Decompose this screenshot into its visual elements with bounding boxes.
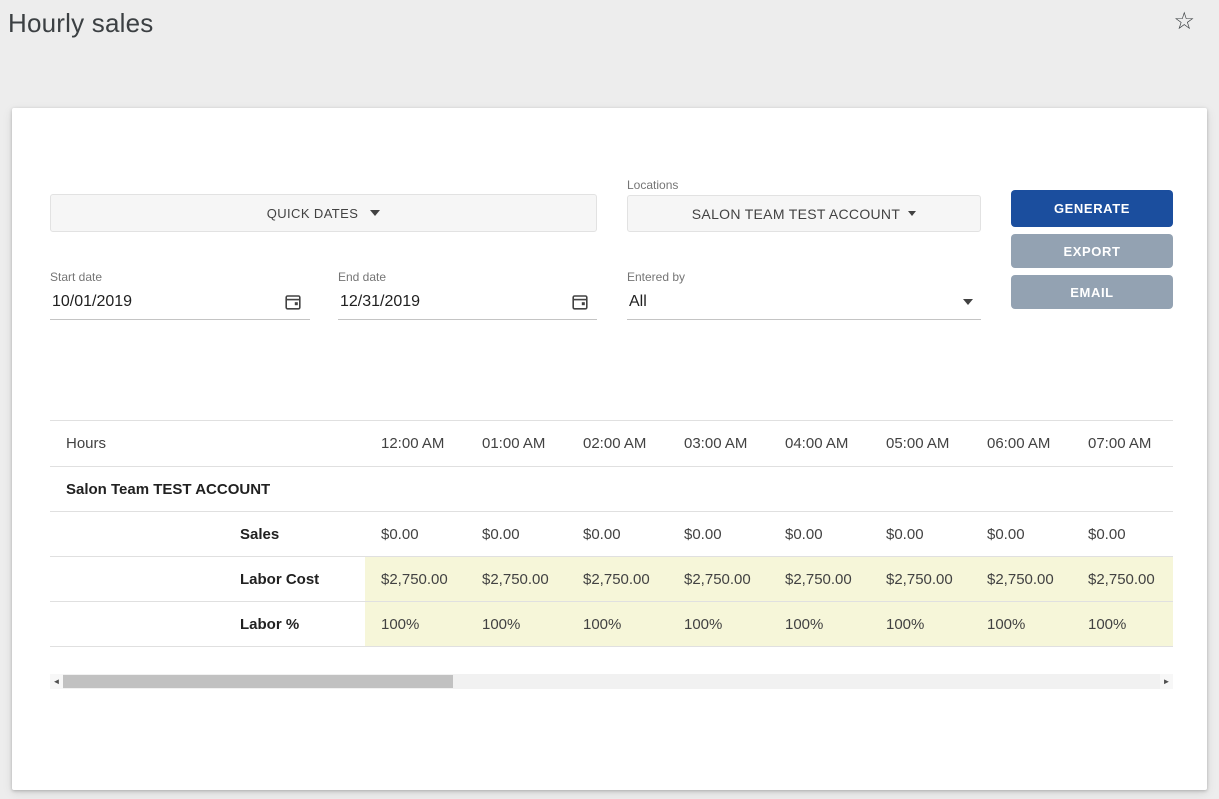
locations-select-button[interactable]: SALON TEAM TEST ACCOUNT [627, 195, 981, 232]
labor-cost-cell: $2,750.00 [567, 557, 668, 601]
labor-cost-cell: $2,750.00 [769, 557, 870, 601]
labor-cost-cell: $2,750.00 [668, 557, 769, 601]
time-column-header: 04:00 AM [785, 435, 849, 452]
filter-row-top: QUICK DATES Locations SALON TEAM TEST AC… [50, 178, 981, 232]
row-label-labor-cost: Labor Cost [240, 570, 320, 588]
table-group-row: Salon Team TEST ACCOUNT [50, 467, 1173, 512]
labor-percent-cell: 100% [567, 602, 668, 646]
caret-down-icon [908, 211, 917, 216]
labor-cost-cell: $2,750.00 [466, 557, 567, 601]
row-label-labor-percent: Labor % [240, 615, 300, 633]
table-row-labor-percent: Labor % 100% 100% 100% 100% 100% 100% 10… [50, 602, 1173, 647]
time-column-header: 12:00 AM [381, 435, 445, 452]
location-group-label: Salon Team TEST ACCOUNT [66, 480, 271, 498]
table-row-sales: Sales $0.00 $0.00 $0.00 $0.00 $0.00 $0.0… [50, 512, 1173, 557]
table-row-labor-cost: Labor Cost $2,750.00 $2,750.00 $2,750.00… [50, 557, 1173, 602]
scrollbar-track[interactable] [63, 674, 1160, 689]
sales-cell: $0.00 [1088, 525, 1126, 543]
labor-percent-cell: 100% [466, 602, 567, 646]
labor-cost-cell: $2,750.00 [870, 557, 971, 601]
filters-section: QUICK DATES Locations SALON TEAM TEST AC… [12, 108, 1207, 320]
sales-cell: $0.00 [381, 525, 419, 543]
sales-cell: $0.00 [987, 525, 1025, 543]
locations-value: SALON TEAM TEST ACCOUNT [691, 205, 901, 222]
time-column-header: 06:00 AM [987, 435, 1051, 452]
favorite-star-icon[interactable]: ☆ [1173, 8, 1195, 35]
end-date-label: End date [338, 270, 387, 284]
calendar-icon[interactable] [571, 293, 589, 311]
entered-by-label: Entered by [627, 270, 686, 284]
email-button[interactable]: EMAIL [1011, 275, 1173, 309]
labor-percent-cell: 100% [668, 602, 769, 646]
labor-percent-cell: 100% [365, 602, 466, 646]
report-actions: GENERATE EXPORT EMAIL [1011, 190, 1173, 320]
page-header: Hourly sales ☆ [0, 0, 1219, 96]
sales-cell: $0.00 [785, 525, 823, 543]
labor-percent-cell: 100% [971, 602, 1072, 646]
hours-column-header: Hours [66, 435, 107, 452]
sales-cell: $0.00 [583, 525, 621, 543]
sales-cell: $0.00 [684, 525, 722, 543]
row-label-sales: Sales [240, 525, 280, 543]
horizontal-scrollbar[interactable]: ◄ ► [50, 674, 1173, 689]
time-column-header: 01:00 AM [482, 435, 546, 452]
time-column-header: 07:00 AM [1088, 435, 1152, 452]
table-header-row: Hours 12:00 AM 01:00 AM 02:00 AM 03:00 A… [50, 420, 1173, 467]
scroll-right-arrow-icon[interactable]: ► [1160, 674, 1173, 689]
start-date-input[interactable] [52, 292, 232, 311]
labor-cost-cell: $2,750.00 [365, 557, 466, 601]
filter-main: QUICK DATES Locations SALON TEAM TEST AC… [50, 178, 981, 320]
hourly-sales-table: Hours 12:00 AM 01:00 AM 02:00 AM 03:00 A… [50, 420, 1173, 647]
sales-cell: $0.00 [482, 525, 520, 543]
sales-cell: $0.00 [886, 525, 924, 543]
calendar-icon[interactable] [284, 293, 302, 311]
caret-down-icon [963, 298, 973, 305]
quick-dates-label: QUICK DATES [266, 205, 359, 221]
entered-by-value: All [629, 292, 647, 310]
entered-by-select[interactable]: Entered by All [627, 270, 981, 320]
quick-dates-button[interactable]: QUICK DATES [50, 194, 597, 232]
time-column-header: 05:00 AM [886, 435, 950, 452]
scrollbar-thumb[interactable] [63, 675, 453, 688]
locations-field: Locations SALON TEAM TEST ACCOUNT [627, 178, 981, 232]
entered-by-value-row: All [627, 290, 981, 320]
start-date-value-row [50, 290, 310, 320]
labor-cost-cell: $2,750.00 [971, 557, 1072, 601]
time-column-header: 02:00 AM [583, 435, 647, 452]
end-date-field: End date [338, 270, 597, 320]
labor-percent-cell: 100% [1072, 602, 1173, 646]
time-column-header: 03:00 AM [684, 435, 748, 452]
end-date-input[interactable] [340, 292, 520, 311]
start-date-label: Start date [50, 270, 103, 284]
page-title: Hourly sales [8, 8, 154, 38]
generate-button[interactable]: GENERATE [1011, 190, 1173, 227]
end-date-value-row [338, 290, 597, 320]
report-card: QUICK DATES Locations SALON TEAM TEST AC… [12, 108, 1207, 790]
locations-label: Locations [627, 178, 679, 192]
labor-cost-cell: $2,750.00 [1072, 557, 1173, 601]
caret-down-icon [370, 210, 381, 216]
filter-row-dates: Start date End date [50, 270, 981, 320]
start-date-field: Start date [50, 270, 310, 320]
scroll-left-arrow-icon[interactable]: ◄ [50, 674, 63, 689]
labor-percent-cell: 100% [769, 602, 870, 646]
export-button[interactable]: EXPORT [1011, 234, 1173, 268]
labor-percent-cell: 100% [870, 602, 971, 646]
